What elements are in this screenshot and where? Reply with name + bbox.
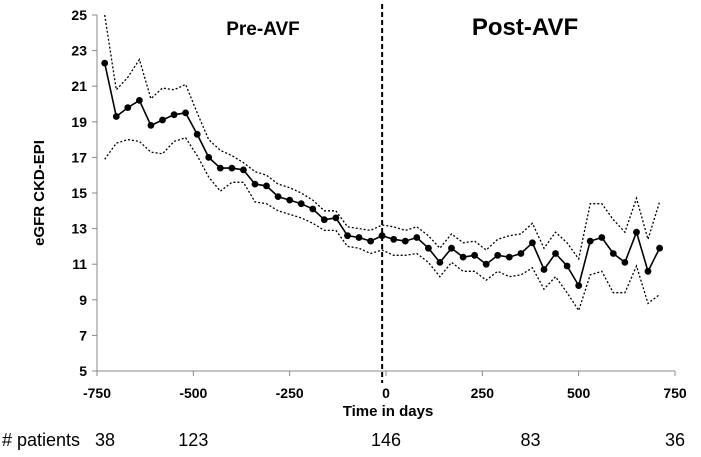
mean-point (448, 244, 455, 252)
y-tick-label: 11 (72, 256, 87, 272)
patient-count: 36 (665, 430, 685, 450)
mean-point (193, 130, 201, 138)
mean-point (425, 244, 432, 252)
mean-point (459, 253, 467, 261)
mean-point (586, 237, 594, 245)
mean-point (367, 237, 374, 245)
mean-point (552, 250, 559, 257)
y-tick-label: 9 (79, 292, 87, 308)
patient-count: 38 (95, 430, 115, 450)
mean-point (159, 116, 166, 124)
pre-avf-label: Pre-AVF (226, 19, 300, 40)
x-tick-label: 0 (382, 385, 390, 401)
post-avf-label: Post-AVF (472, 14, 578, 41)
mean-point (228, 164, 236, 172)
axes-layer (92, 4, 676, 383)
mean-point (633, 228, 640, 236)
mean-point (332, 214, 340, 222)
mean-point (136, 97, 143, 104)
mean-point (575, 282, 583, 289)
mean-point (320, 216, 328, 224)
patient-count: 123 (178, 430, 208, 450)
mean-point (309, 205, 317, 213)
y-axis-title: eGFR CKD-EPI (31, 140, 48, 246)
x-tick-label: -500 (179, 385, 207, 401)
patients-row-label: # patients (2, 430, 80, 450)
label-layer: eGFR CKD-EPI Time in days Pre-AVF Post-A… (2, 7, 687, 450)
x-axis-title: Time in days (343, 403, 434, 420)
mean-point (517, 250, 525, 257)
mean-point (251, 180, 259, 188)
y-tick-label: 15 (71, 185, 87, 201)
mean-point (286, 196, 294, 204)
y-tick-label: 17 (71, 149, 87, 165)
mean-point (216, 164, 224, 172)
mean-point (182, 109, 190, 117)
mean-point (170, 111, 178, 119)
y-tick-label: 5 (79, 363, 87, 379)
y-tick-label: 23 (71, 43, 87, 59)
mean-point (563, 262, 571, 270)
mean-point (529, 239, 536, 247)
y-tick-label: 25 (71, 7, 87, 23)
mean-point (482, 260, 490, 268)
mean-point (147, 122, 155, 129)
series-line-upper-bound (104, 14, 661, 261)
mean-point (378, 232, 386, 240)
x-tick-label: 500 (567, 385, 591, 401)
y-tick-label: 13 (71, 221, 87, 237)
mean-point (436, 259, 444, 266)
patient-count: 83 (520, 430, 540, 450)
mean-point (505, 253, 513, 261)
mean-point (494, 251, 502, 259)
mean-point (656, 244, 663, 252)
mean-point (390, 235, 398, 243)
mean-point (413, 234, 421, 241)
mean-point (297, 200, 305, 208)
series-line-lower-bound (104, 137, 660, 312)
mean-point (644, 267, 652, 275)
mean-point (621, 259, 629, 266)
y-tick-label: 7 (79, 327, 87, 343)
mean-point (240, 166, 247, 174)
mean-point (112, 113, 120, 120)
mean-point (471, 251, 478, 259)
mean-point (205, 154, 213, 161)
mean-point (263, 182, 270, 190)
x-tick-label: -750 (83, 385, 111, 401)
mean-point (124, 104, 132, 111)
mean-point (344, 232, 351, 240)
mean-point (609, 250, 617, 257)
mean-point (598, 234, 606, 241)
mean-point (540, 266, 548, 273)
y-tick-label: 19 (71, 114, 87, 130)
mean-point (101, 59, 109, 67)
x-tick-label: -250 (276, 385, 304, 401)
mean-point (355, 234, 363, 241)
y-tick-label: 21 (71, 78, 87, 94)
patient-count: 146 (371, 430, 401, 450)
x-tick-label: 250 (471, 385, 495, 401)
mean-point (401, 237, 409, 245)
x-tick-label: 750 (663, 385, 687, 401)
series-layer (101, 14, 663, 312)
mean-point (274, 193, 282, 201)
